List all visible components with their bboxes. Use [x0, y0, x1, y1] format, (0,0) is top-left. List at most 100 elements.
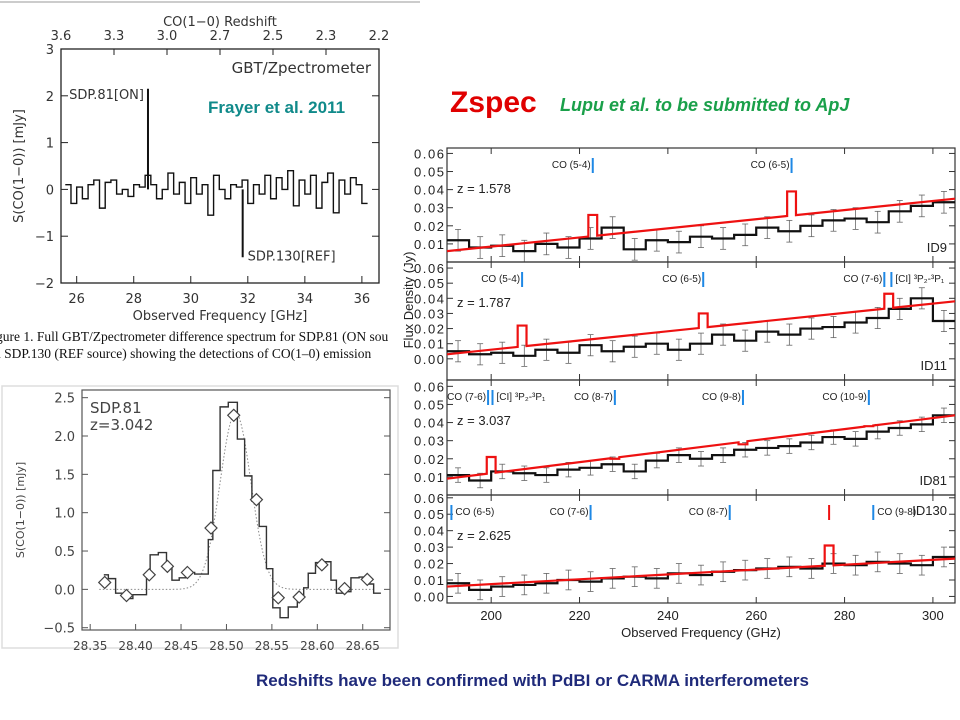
- figure-caption-line-1: gure 1. Full GBT/Zpectrometer difference…: [0, 329, 389, 344]
- x-tick-label: 28: [125, 292, 142, 307]
- step-histogram: [103, 401, 381, 619]
- y-tick-label: 0.03: [414, 306, 444, 321]
- y-tick-label: 0.05: [414, 276, 444, 291]
- y-tick-label: 1.5: [54, 468, 75, 483]
- line-marker-label: CO (8-7): [574, 392, 613, 403]
- diamond-point: [97, 575, 112, 590]
- line-marker-label: CO (6-5): [751, 160, 790, 171]
- x-tick-label: 28.35: [73, 639, 107, 653]
- y-tick-label: 0.04: [414, 524, 444, 539]
- diamond-point: [292, 590, 306, 604]
- y-axis-label: S(CO(1−0)) [mJy]: [12, 109, 27, 223]
- y-tick-label: 2.0: [54, 430, 75, 445]
- y-tick-label: 0.06: [414, 491, 444, 506]
- y-tick-label: 0.00: [414, 589, 444, 604]
- x-axis-label: Observed Frequency [GHz]: [133, 309, 308, 324]
- model-fit-line: [446, 292, 956, 356]
- y-tick-label: 0.0: [54, 583, 75, 598]
- y-tick-label: 0: [46, 183, 54, 198]
- diamond-point: [142, 567, 157, 582]
- feature-label: SDP.81[ON]: [69, 88, 144, 103]
- y-tick-label: 0.03: [414, 434, 444, 449]
- y-tick-label: 0.02: [414, 557, 444, 572]
- y-tick-label: 1.0: [54, 507, 75, 522]
- y-tick-label: 2: [46, 90, 54, 105]
- binned-spectrum: [447, 414, 955, 482]
- x-tick-label: 26: [68, 292, 85, 307]
- instrument-label: GBT/Zpectrometer: [232, 59, 372, 77]
- x-tick-label: 260: [745, 608, 767, 623]
- y-tick-label: 0.03: [414, 540, 444, 555]
- top-axis-label: CO(1−0) Redshift: [163, 15, 277, 30]
- y-tick-label: −2: [35, 277, 54, 292]
- diamond-point: [119, 588, 134, 603]
- binned-spectrum: [447, 201, 955, 253]
- top-tick-label: 3.3: [104, 29, 125, 44]
- x-tick-label: 28.65: [346, 639, 380, 653]
- line-marker-label: CO (7-6): [447, 392, 486, 403]
- x-tick-label: 200: [480, 608, 502, 623]
- top-tick-label: 2.3: [316, 29, 337, 44]
- x-tick-label: 30: [182, 292, 199, 307]
- source-label: SDP.81: [90, 399, 142, 417]
- diamond-point: [337, 581, 352, 596]
- source-id-label: ID130: [912, 503, 947, 518]
- y-tick-label: 0.05: [414, 507, 444, 522]
- x-tick-label: 280: [834, 608, 856, 623]
- y-tick-label: 0.04: [414, 183, 444, 198]
- y-tick-label: −1: [35, 230, 54, 245]
- y-tick-label: 0.03: [414, 201, 444, 216]
- x-tick-label: 240: [657, 608, 679, 623]
- source-id-label: ID11: [921, 358, 948, 373]
- x-tick-label: 32: [240, 292, 257, 307]
- y-tick-label: 0.02: [414, 452, 444, 467]
- model-fit-line: [446, 190, 956, 253]
- frayer-reference: Frayer et al. 2011: [208, 98, 346, 117]
- x-tick-label: 28.60: [300, 639, 334, 653]
- figure-caption-line-2: d SDP.130 (REF source) showing the detec…: [0, 346, 372, 361]
- line-marker-label: CO (9-8): [877, 507, 916, 518]
- binned-spectrum: [447, 297, 955, 357]
- top-tick-label: 2.2: [369, 29, 390, 44]
- diamond-point: [271, 590, 286, 605]
- y-axis-label: S(CO(1−0)) [mJy]: [14, 462, 27, 558]
- x-axis-label: Observed Frequency (GHz): [621, 625, 781, 640]
- spectrum-line: [65, 169, 368, 216]
- x-tick-label: 220: [569, 608, 591, 623]
- y-tick-label: 0.01: [414, 470, 444, 485]
- diamond-point: [204, 521, 218, 535]
- y-tick-label: 3: [46, 43, 54, 58]
- y-tick-label: 2.5: [54, 392, 75, 407]
- y-tick-label: 0.04: [414, 291, 444, 306]
- zspec-panel-frame: [446, 494, 956, 604]
- redshift-label: z = 2.625: [457, 528, 511, 543]
- y-tick-label: −0.5: [43, 622, 75, 637]
- top-tick-label: 2.5: [263, 29, 284, 44]
- line-marker-label: CO (6-5): [662, 274, 701, 285]
- y-tick-label: 0.06: [414, 146, 444, 161]
- y-tick-label: 0.06: [414, 261, 444, 276]
- y-tick-label: 0.04: [414, 416, 444, 431]
- redshift-label: z = 1.787: [457, 295, 511, 310]
- zspec-title: Zspec: [450, 86, 537, 119]
- source-id-label: ID81: [920, 473, 947, 488]
- model-fit-line: [446, 414, 956, 480]
- x-tick-label: 34: [297, 292, 314, 307]
- diamond-point: [249, 492, 264, 507]
- line-marker-label: CO (6-5): [455, 507, 494, 518]
- y-tick-label: 0.01: [414, 337, 444, 352]
- diamond-point: [226, 408, 241, 423]
- x-tick-label: 36: [354, 292, 371, 307]
- source-label: z=3.042: [90, 416, 153, 434]
- top-tick-label: 3.0: [157, 29, 178, 44]
- y-tick-label: 1: [46, 137, 54, 152]
- top-tick-label: 2.7: [210, 29, 231, 44]
- y-tick-label: 0.06: [414, 379, 444, 394]
- y-tick-label: 0.02: [414, 219, 444, 234]
- feature-label: SDP.130[REF]: [248, 249, 336, 264]
- y-tick-label: 0.01: [414, 237, 444, 252]
- y-tick-label: 0.01: [414, 573, 444, 588]
- y-axis-label: Flux Density (Jy): [401, 252, 416, 349]
- line-marker-label: CO (8-7): [689, 507, 728, 518]
